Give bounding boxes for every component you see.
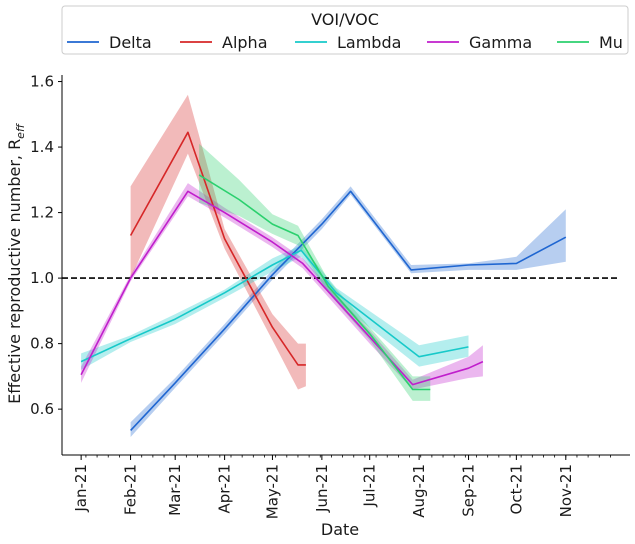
y-axis-label: Effective reproductive number, Reff xyxy=(5,123,27,404)
x-tick-label: Aug-21 xyxy=(410,464,428,518)
x-tick-label: May-21 xyxy=(263,464,281,519)
x-tick-label: Mar-21 xyxy=(166,464,184,516)
legend: VOI/VOC Delta Alpha Lambda Gamma Mu xyxy=(61,5,629,55)
x-tick-label: Oct-21 xyxy=(507,464,525,514)
legend-item-delta: Delta xyxy=(67,33,152,52)
ticks: 0.6 0.8 1.0 1.2 1.4 1.6 Jan-21 Feb-21 Mar-21 Apr-… xyxy=(30,73,611,519)
y-axis-label-subscript: eff xyxy=(14,123,27,139)
legend-label-lambda: Lambda xyxy=(337,33,401,52)
x-tick-label: Jul-21 xyxy=(361,464,379,508)
legend-item-mu: Mu xyxy=(557,33,623,52)
series-lines xyxy=(80,131,567,431)
x-tick-label: Sep-21 xyxy=(460,464,478,517)
lambda-confidence-band xyxy=(81,245,469,370)
y-tick-label: 0.6 xyxy=(30,400,54,418)
legend-label-gamma: Gamma xyxy=(469,33,532,52)
legend-label-alpha: Alpha xyxy=(222,33,268,52)
x-tick-label: Jan-21 xyxy=(72,464,90,513)
alpha-line xyxy=(129,131,306,366)
y-tick-label: 1.4 xyxy=(30,138,54,156)
axes xyxy=(61,75,630,456)
gamma-confidence-band xyxy=(81,183,483,390)
y-tick-label: 1.2 xyxy=(30,204,54,222)
gamma-line xyxy=(80,190,484,386)
legend-label-mu: Mu xyxy=(599,33,623,52)
confidence-bands xyxy=(81,94,566,437)
y-tick-label: 1.0 xyxy=(30,269,54,287)
delta-line xyxy=(130,190,567,431)
x-tick-label: Nov-21 xyxy=(557,464,575,517)
y-axis-label-main: Effective reproductive number, R xyxy=(5,139,24,404)
lambda-line xyxy=(80,249,469,363)
x-tick-label: Apr-21 xyxy=(216,464,234,514)
y-tick-label: 0.8 xyxy=(30,335,54,353)
legend-item-gamma: Gamma xyxy=(427,33,532,52)
legend-label-delta: Delta xyxy=(109,33,152,52)
legend-title: VOI/VOC xyxy=(311,10,379,29)
alpha-confidence-band xyxy=(130,94,306,390)
legend-item-lambda: Lambda xyxy=(295,33,401,52)
x-tick-label: Feb-21 xyxy=(122,464,140,515)
x-axis-label: Date xyxy=(321,520,359,539)
x-tick-label: Jun-21 xyxy=(313,464,331,513)
mu-line xyxy=(198,174,431,391)
y-tick-label: 1.6 xyxy=(30,73,54,91)
legend-item-alpha: Alpha xyxy=(180,33,268,52)
